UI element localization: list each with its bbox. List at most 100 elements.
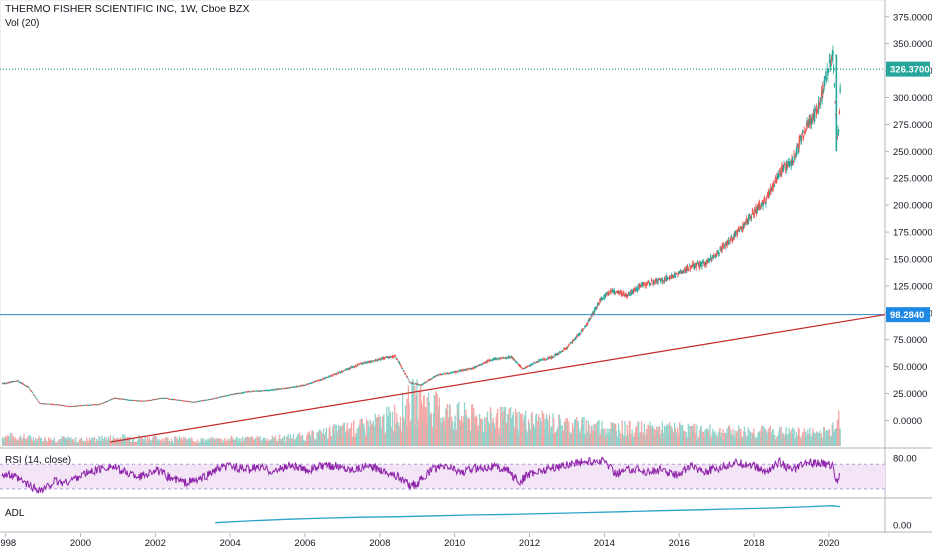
volume-bar xyxy=(137,438,140,446)
price-candle xyxy=(14,381,16,383)
volume-bar xyxy=(76,442,79,446)
volume-bar xyxy=(147,439,149,446)
price-candle xyxy=(592,312,594,315)
price-candle xyxy=(493,358,495,360)
support-price-tag xyxy=(886,307,930,323)
price-candle xyxy=(293,387,295,388)
price-candle xyxy=(232,393,235,395)
price-candle xyxy=(653,281,656,283)
price-candle xyxy=(294,386,297,387)
volume-bar xyxy=(64,437,66,446)
x-tick-label: 2018 xyxy=(743,538,764,549)
volume-bar xyxy=(716,438,718,446)
volume-bar xyxy=(219,438,221,446)
volume-bar xyxy=(448,404,451,446)
price-candle xyxy=(296,386,299,387)
volume-bar xyxy=(314,438,316,446)
price-candle xyxy=(421,384,423,385)
volume-bar xyxy=(179,441,181,446)
price-candle xyxy=(69,406,71,408)
price-candle xyxy=(468,368,470,369)
volume-bar xyxy=(431,426,433,446)
grid-layer xyxy=(0,0,932,533)
price-candle xyxy=(45,403,47,405)
volume-bar xyxy=(626,424,628,446)
price-candle xyxy=(796,145,798,155)
volume-bar xyxy=(401,430,403,446)
volume-bar xyxy=(669,428,671,446)
price-candle xyxy=(751,211,754,213)
volume-bar xyxy=(527,419,530,446)
volume-bar xyxy=(482,433,484,446)
price-candle xyxy=(833,84,836,87)
volume-bar xyxy=(508,408,510,446)
volume-bar xyxy=(304,440,307,446)
volume-bar xyxy=(66,440,68,446)
volume-bar xyxy=(772,429,774,446)
volume-bar xyxy=(206,439,208,446)
price-candle xyxy=(763,198,766,200)
volume-bar xyxy=(72,438,74,446)
price-candle xyxy=(93,404,95,406)
price-candle xyxy=(629,293,631,296)
price-candle xyxy=(401,367,403,369)
volume-bar xyxy=(473,423,476,446)
volume-bar xyxy=(50,440,52,446)
price-candle xyxy=(160,398,162,400)
price-candle xyxy=(456,370,458,372)
price-candle xyxy=(816,109,818,113)
price-candle xyxy=(26,386,28,387)
volume-bar xyxy=(702,437,704,446)
price-candle xyxy=(165,397,167,399)
price-candle xyxy=(75,406,78,407)
volume-bar xyxy=(309,433,311,446)
price-candle xyxy=(731,238,733,241)
price-candle xyxy=(169,398,171,400)
volume-bar xyxy=(102,438,104,446)
volume-bar xyxy=(232,438,235,446)
volume-bar xyxy=(651,425,653,446)
volume-bar xyxy=(710,440,713,446)
price-candle xyxy=(432,377,435,378)
volume-bar xyxy=(268,439,271,446)
price-candle xyxy=(174,399,176,401)
price-candle xyxy=(348,368,350,370)
volume-bar xyxy=(516,412,518,446)
price-candle xyxy=(378,358,381,360)
price-candle xyxy=(822,91,825,93)
price-candle xyxy=(264,390,266,392)
price-candle xyxy=(393,356,395,357)
volume-bar xyxy=(502,420,505,446)
price-candle xyxy=(491,359,494,361)
volume-bar xyxy=(696,424,698,446)
price-candle xyxy=(786,164,789,168)
price-candle xyxy=(226,395,228,397)
volume-bar xyxy=(214,443,217,446)
volume-bar xyxy=(563,430,565,446)
volume-bar xyxy=(599,433,601,446)
price-candle xyxy=(494,358,496,360)
price-candle xyxy=(107,400,109,402)
price-candle xyxy=(772,184,774,190)
volume-bar xyxy=(635,426,638,446)
volume-bar xyxy=(722,429,724,446)
price-candle xyxy=(655,279,657,281)
volume-bar xyxy=(528,422,530,446)
volume-bar xyxy=(251,436,253,446)
price-candle xyxy=(20,382,22,384)
price-candle xyxy=(283,387,286,389)
price-candle xyxy=(763,200,765,203)
volume-bar xyxy=(586,431,588,446)
price-candle xyxy=(632,289,635,294)
y-tick-label: 75.0000 xyxy=(893,335,927,346)
volume-bar xyxy=(756,436,758,446)
price-candle xyxy=(113,398,115,399)
volume-bar xyxy=(733,435,735,446)
volume-bar xyxy=(584,433,586,446)
price-candle xyxy=(675,273,677,275)
volume-bar xyxy=(71,440,73,446)
volume-bar xyxy=(535,413,538,446)
rsi-line xyxy=(1,456,840,495)
